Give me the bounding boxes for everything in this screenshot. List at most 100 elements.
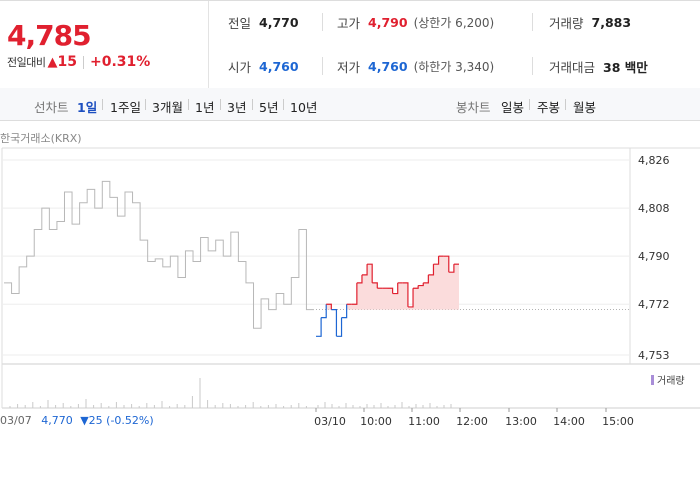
open-label: 시가	[228, 60, 252, 75]
volume-value: 7,883	[591, 15, 632, 30]
today-series-segment	[372, 282, 378, 289]
today-series-segment	[407, 288, 414, 308]
open-value: 4,760	[259, 59, 299, 74]
volume-legend: 거래량	[651, 372, 685, 387]
prev-day-date: 03/07	[0, 414, 32, 427]
divider	[188, 99, 189, 110]
divider	[322, 13, 323, 31]
divider	[532, 13, 533, 31]
candle-weekly[interactable]: 주봉	[537, 100, 561, 115]
candle-daily[interactable]: 일봉	[501, 100, 525, 115]
x-tick-label: 15:00	[602, 415, 634, 428]
today-series-segment	[433, 256, 440, 265]
volume-legend-label: 거래량	[657, 376, 685, 387]
volume-bars	[9, 378, 452, 408]
chart-grid	[1, 147, 700, 409]
lower-limit: (하한가 3,340)	[413, 60, 495, 74]
prev-day-info: 03/07 4,770 ▼25 (-0.52%)	[0, 414, 154, 427]
prev-close-label: 전일	[228, 16, 252, 31]
today-series-segment	[361, 264, 368, 276]
period-3m[interactable]: 3개월	[152, 100, 183, 115]
period-3y[interactable]: 3년	[227, 100, 247, 115]
volume-swatch	[651, 374, 654, 385]
today-series-segment	[448, 264, 455, 273]
today-line	[316, 255, 459, 337]
today-series-segment	[418, 282, 424, 287]
today-series-segment	[336, 317, 343, 337]
today-series-segment	[321, 304, 327, 319]
trade-value-label: 거래대금	[549, 60, 596, 75]
candle-monthly[interactable]: 월봉	[573, 100, 597, 115]
today-series-segment	[351, 282, 358, 305]
volume-label: 거래량	[549, 16, 584, 31]
high-stat: 고가 4,790 (상한가 6,200)	[337, 1, 494, 44]
today-series-segment	[402, 282, 409, 307]
today-series-segment	[423, 274, 429, 284]
prev-close-value: 4,770	[259, 15, 299, 30]
x-tick-label: 12:00	[456, 415, 488, 428]
today-series-segment	[331, 308, 338, 337]
x-tick-label: 14:00	[553, 415, 585, 428]
divider	[102, 99, 103, 110]
previous-day-series	[4, 180, 314, 329]
divider	[532, 57, 533, 75]
period-10y[interactable]: 10년	[290, 100, 318, 115]
current-price: 4,785	[7, 19, 92, 52]
today-series-segment	[428, 264, 435, 276]
divider	[252, 99, 253, 110]
divider	[322, 57, 323, 75]
today-series-segment	[326, 303, 332, 310]
period-1d[interactable]: 1일	[77, 100, 98, 115]
prev-close-stat: 전일 4,770	[228, 1, 299, 44]
today-series-segment	[367, 263, 373, 283]
x-tick-label: 03/10	[314, 415, 346, 428]
trade-value-stat: 거래대금 38 백만	[549, 45, 648, 88]
change-value: 15	[57, 54, 77, 70]
x-tick-label: 11:00	[408, 415, 440, 428]
today-area-fill	[316, 256, 459, 310]
period-1w[interactable]: 1주일	[110, 100, 141, 115]
today-series-segment	[341, 304, 348, 319]
candle-chart-label: 봉차트	[456, 100, 491, 115]
y-tick-label: 4,772	[638, 298, 670, 311]
today-series-segment	[413, 285, 419, 289]
divider	[283, 99, 284, 110]
prev-day-price: 4,770	[41, 414, 73, 427]
today-series-segment	[316, 317, 322, 337]
data-source: 한국거래소(KRX)	[0, 132, 82, 145]
divider	[220, 99, 221, 110]
high-label: 고가	[337, 16, 361, 31]
line-chart-label: 선차트	[34, 100, 69, 115]
divider	[145, 99, 146, 110]
low-value: 4,760	[368, 59, 408, 74]
prev-day-change: ▼25 (-0.52%)	[80, 414, 154, 427]
quote-summary: 4,785 전일대비 ▲ 15 +0.31% 전일 4,770 고가 4,790…	[0, 0, 700, 89]
low-stat: 저가 4,760 (하한가 3,340)	[337, 45, 494, 88]
x-axis-labels: 03/10 10:00 11:00 12:00 13:00 14:00 15:00	[314, 408, 634, 428]
high-value: 4,790	[368, 15, 408, 30]
y-tick-label: 4,808	[638, 202, 670, 215]
divider	[529, 99, 530, 110]
divider	[565, 99, 566, 110]
x-tick-label: 10:00	[360, 415, 392, 428]
change-percent: +0.31%	[89, 54, 151, 70]
today-series-segment	[387, 287, 394, 294]
x-tick-label: 13:00	[505, 415, 537, 428]
upper-limit: (상한가 6,200)	[413, 16, 495, 30]
open-stat: 시가 4,760	[228, 45, 299, 88]
divider	[82, 55, 84, 69]
today-series-segment	[392, 282, 399, 295]
trade-value-value: 38 백만	[603, 60, 648, 75]
up-arrow-icon: ▲	[47, 54, 58, 70]
period-5y[interactable]: 5년	[259, 100, 279, 115]
today-series-segment	[356, 274, 363, 284]
low-label: 저가	[337, 60, 361, 75]
chart-toolbar: 선차트 1일 1주일 3개월 1년 3년 5년 10년 봉차트 일봉 주봉 월봉	[0, 88, 700, 121]
volume-stat: 거래량 7,883	[549, 1, 631, 44]
previous-day-line	[4, 180, 314, 329]
period-1y[interactable]: 1년	[195, 100, 215, 115]
y-tick-label: 4,826	[638, 154, 670, 167]
y-tick-label: 4,790	[638, 250, 670, 263]
change-label: 전일대비	[7, 56, 46, 69]
